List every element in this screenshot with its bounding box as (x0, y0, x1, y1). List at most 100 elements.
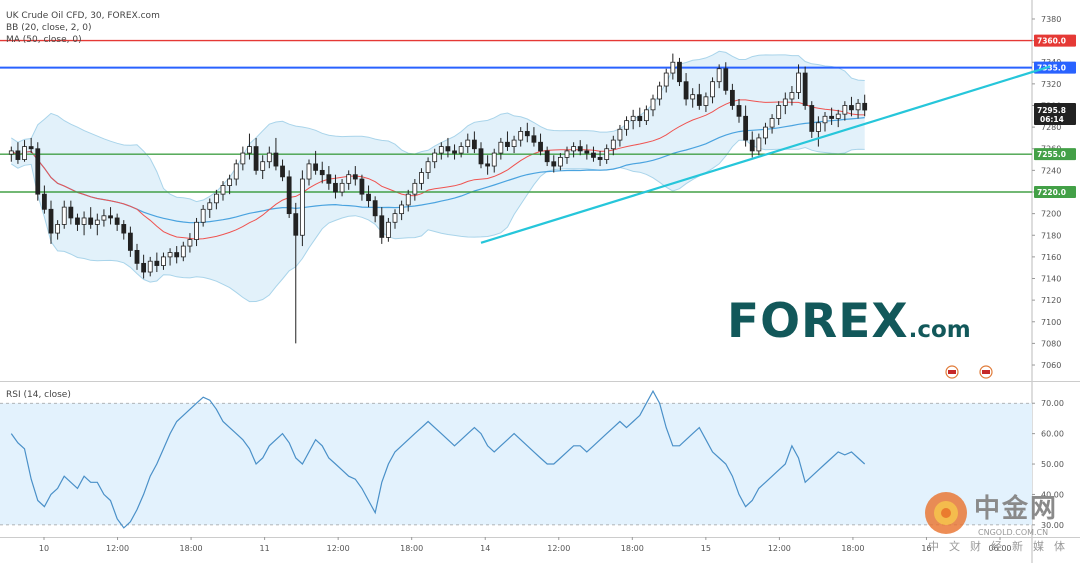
current-price-label: 7295.8 (1037, 106, 1066, 115)
candle-body (683, 81, 689, 100)
time-tick-label: 12:00 (327, 544, 350, 553)
price-tick-label: 7380 (1041, 15, 1061, 24)
candle-body (114, 217, 120, 225)
candle-body (167, 252, 173, 258)
candle-body (28, 146, 34, 150)
rising-trendline[interactable] (480, 65, 1051, 244)
candle-body (392, 213, 398, 223)
candle-body (286, 176, 292, 215)
candle-body (333, 182, 338, 193)
candle-body (8, 150, 14, 155)
price-tick-label: 7060 (1041, 361, 1061, 370)
time-tick-label: 12:00 (106, 544, 129, 553)
time-tick-label: 16 (921, 544, 931, 553)
candle-body (61, 206, 67, 225)
candle-body (352, 174, 358, 180)
candle-body (22, 146, 27, 160)
horizontal-level-label: 7220.0 (1037, 188, 1066, 197)
candle-body (577, 146, 583, 152)
candle-body (35, 148, 41, 195)
legend-moving-average: MA (50, close, 0) (6, 35, 82, 45)
candle-body (564, 150, 570, 158)
candle-body (571, 146, 577, 152)
candle-body (471, 139, 477, 150)
candle-body (703, 96, 709, 106)
candle-body (776, 105, 782, 119)
candle-body (359, 178, 365, 195)
candle-body (610, 139, 616, 150)
candle-body (438, 146, 444, 154)
candle-body (763, 126, 768, 139)
candle-body (769, 118, 775, 128)
candle-body (227, 178, 233, 186)
candle-body (141, 262, 147, 273)
candle-body (544, 150, 550, 163)
candle-body (134, 249, 140, 264)
candle-body (419, 172, 424, 184)
economic-event-flag-stripe (982, 370, 990, 374)
candle-body (657, 85, 663, 100)
candle-body (524, 131, 530, 137)
cngold-watermark-url: CNGOLD.COM.CN (978, 528, 1049, 537)
candle-body (597, 156, 603, 160)
price-tick-label: 7280 (1041, 123, 1061, 132)
horizontal-level-badge (1034, 186, 1076, 198)
candle-body (862, 102, 868, 111)
candle-body (796, 72, 801, 93)
candle-body (88, 217, 94, 225)
time-tick-label: 18:00 (841, 544, 864, 553)
price-tick-label: 7120 (1041, 296, 1061, 305)
cngold-watermark-icon (925, 492, 967, 534)
candle-body (412, 182, 418, 195)
rsi-tick-label: 60.00 (1041, 430, 1064, 439)
legend-symbol-title: UK Crude Oil CFD, 30, FOREX.com (6, 11, 160, 21)
time-tick-label: 12:00 (768, 544, 791, 553)
candle-body (670, 61, 676, 74)
candle-body (630, 115, 636, 122)
candle-body (518, 131, 524, 141)
current-price-badge (1034, 103, 1076, 126)
candle-body (180, 245, 186, 258)
bollinger-band-fill (11, 51, 865, 302)
candle-body (809, 105, 815, 132)
candle-body (432, 152, 438, 163)
candle-body (127, 232, 133, 251)
candle-body (366, 193, 371, 202)
horizontal-level-label: 7360.0 (1037, 37, 1066, 46)
candle-body (399, 204, 405, 215)
candle-body (756, 137, 762, 152)
candle-body (260, 161, 266, 171)
candle-body (736, 105, 742, 117)
candle-body (194, 221, 199, 240)
candle-body (68, 206, 74, 219)
bollinger-upper-band (11, 50, 865, 203)
candle-body (41, 193, 47, 210)
candle-body (822, 115, 828, 124)
candle-body (458, 146, 464, 154)
candle-body (293, 213, 299, 236)
time-tick-label: 15 (701, 544, 711, 553)
candle-body (485, 163, 491, 167)
candle-body (452, 150, 457, 154)
candle-body (154, 260, 160, 266)
horizontal-level-badge (1034, 148, 1076, 161)
rsi-band-fill (0, 403, 1032, 525)
candle-body (538, 141, 543, 152)
time-tick-label: 14 (480, 544, 490, 553)
candle-body (48, 208, 54, 234)
candle-body (161, 256, 166, 266)
candle-body (815, 122, 821, 132)
candle-body (299, 178, 305, 236)
legend-bollinger-bands: BB (20, close, 2, 0) (6, 23, 92, 33)
horizontal-level-badge (1034, 34, 1076, 47)
candle-body (505, 141, 510, 147)
rsi-tick-label: 70.00 (1041, 399, 1064, 408)
moving-average-50-line (10, 117, 865, 224)
candle-body (425, 161, 431, 173)
candle-body (624, 120, 629, 130)
price-tick-label: 7140 (1041, 275, 1061, 284)
candle-body (101, 215, 107, 221)
forex-logo-suffix: .com (908, 317, 971, 343)
